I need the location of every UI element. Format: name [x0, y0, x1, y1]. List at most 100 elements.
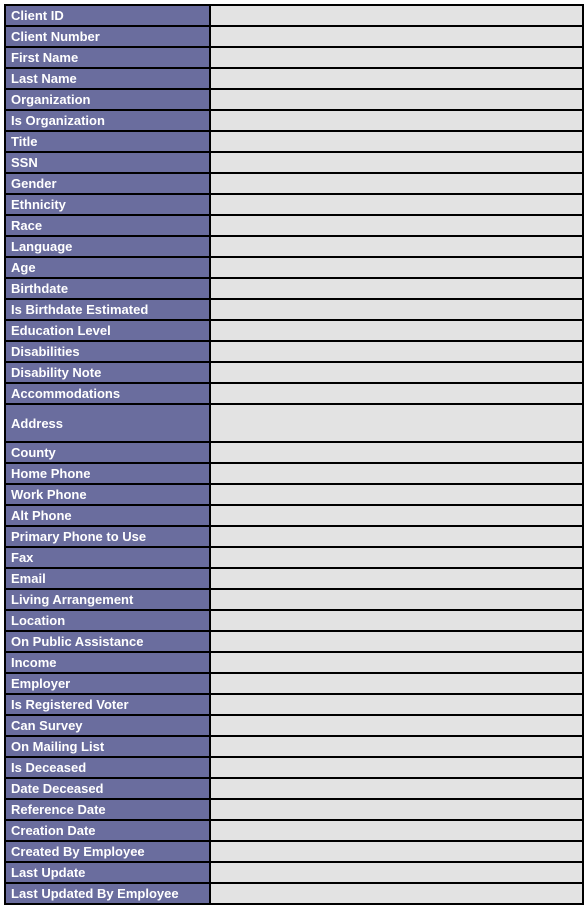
form-row-ssn: SSN	[5, 152, 583, 173]
form-row-creation_date: Creation Date	[5, 820, 583, 841]
value-is_registered_voter[interactable]	[210, 694, 583, 715]
value-client_number[interactable]	[210, 26, 583, 47]
value-alt_phone[interactable]	[210, 505, 583, 526]
label-creation_date: Creation Date	[5, 820, 210, 841]
label-ssn: SSN	[5, 152, 210, 173]
form-row-education_level: Education Level	[5, 320, 583, 341]
value-is_deceased[interactable]	[210, 757, 583, 778]
label-gender: Gender	[5, 173, 210, 194]
label-client_id: Client ID	[5, 5, 210, 26]
form-row-is_organization: Is Organization	[5, 110, 583, 131]
value-age[interactable]	[210, 257, 583, 278]
value-living_arrangement[interactable]	[210, 589, 583, 610]
form-row-email: Email	[5, 568, 583, 589]
label-last_update: Last Update	[5, 862, 210, 883]
value-last_updated_by_employee[interactable]	[210, 883, 583, 904]
form-row-ethnicity: Ethnicity	[5, 194, 583, 215]
value-last_name[interactable]	[210, 68, 583, 89]
value-on_mailing_list[interactable]	[210, 736, 583, 757]
value-fax[interactable]	[210, 547, 583, 568]
form-row-living_arrangement: Living Arrangement	[5, 589, 583, 610]
value-last_update[interactable]	[210, 862, 583, 883]
label-county: County	[5, 442, 210, 463]
label-work_phone: Work Phone	[5, 484, 210, 505]
label-age: Age	[5, 257, 210, 278]
label-email: Email	[5, 568, 210, 589]
value-disability_note[interactable]	[210, 362, 583, 383]
value-home_phone[interactable]	[210, 463, 583, 484]
form-row-last_name: Last Name	[5, 68, 583, 89]
form-row-client_number: Client Number	[5, 26, 583, 47]
label-home_phone: Home Phone	[5, 463, 210, 484]
form-row-birthdate: Birthdate	[5, 278, 583, 299]
value-reference_date[interactable]	[210, 799, 583, 820]
label-location: Location	[5, 610, 210, 631]
label-created_by_employee: Created By Employee	[5, 841, 210, 862]
label-disability_note: Disability Note	[5, 362, 210, 383]
form-row-is_birthdate_estimated: Is Birthdate Estimated	[5, 299, 583, 320]
value-county[interactable]	[210, 442, 583, 463]
label-last_updated_by_employee: Last Updated By Employee	[5, 883, 210, 904]
form-row-race: Race	[5, 215, 583, 236]
value-race[interactable]	[210, 215, 583, 236]
value-gender[interactable]	[210, 173, 583, 194]
form-row-accommodations: Accommodations	[5, 383, 583, 404]
value-income[interactable]	[210, 652, 583, 673]
value-first_name[interactable]	[210, 47, 583, 68]
value-is_organization[interactable]	[210, 110, 583, 131]
value-email[interactable]	[210, 568, 583, 589]
value-address[interactable]	[210, 404, 583, 442]
value-can_survey[interactable]	[210, 715, 583, 736]
value-created_by_employee[interactable]	[210, 841, 583, 862]
value-accommodations[interactable]	[210, 383, 583, 404]
form-row-language: Language	[5, 236, 583, 257]
value-creation_date[interactable]	[210, 820, 583, 841]
value-date_deceased[interactable]	[210, 778, 583, 799]
value-location[interactable]	[210, 610, 583, 631]
label-language: Language	[5, 236, 210, 257]
value-disabilities[interactable]	[210, 341, 583, 362]
value-organization[interactable]	[210, 89, 583, 110]
value-ssn[interactable]	[210, 152, 583, 173]
label-accommodations: Accommodations	[5, 383, 210, 404]
form-row-reference_date: Reference Date	[5, 799, 583, 820]
value-client_id[interactable]	[210, 5, 583, 26]
label-disabilities: Disabilities	[5, 341, 210, 362]
form-row-organization: Organization	[5, 89, 583, 110]
label-on_public_assistance: On Public Assistance	[5, 631, 210, 652]
value-on_public_assistance[interactable]	[210, 631, 583, 652]
value-title[interactable]	[210, 131, 583, 152]
form-row-created_by_employee: Created By Employee	[5, 841, 583, 862]
label-primary_phone_to_use: Primary Phone to Use	[5, 526, 210, 547]
label-living_arrangement: Living Arrangement	[5, 589, 210, 610]
value-primary_phone_to_use[interactable]	[210, 526, 583, 547]
value-is_birthdate_estimated[interactable]	[210, 299, 583, 320]
label-on_mailing_list: On Mailing List	[5, 736, 210, 757]
label-reference_date: Reference Date	[5, 799, 210, 820]
label-alt_phone: Alt Phone	[5, 505, 210, 526]
form-row-first_name: First Name	[5, 47, 583, 68]
form-row-is_registered_voter: Is Registered Voter	[5, 694, 583, 715]
label-ethnicity: Ethnicity	[5, 194, 210, 215]
form-row-employer: Employer	[5, 673, 583, 694]
label-is_registered_voter: Is Registered Voter	[5, 694, 210, 715]
value-ethnicity[interactable]	[210, 194, 583, 215]
label-is_organization: Is Organization	[5, 110, 210, 131]
form-row-on_mailing_list: On Mailing List	[5, 736, 583, 757]
form-row-last_update: Last Update	[5, 862, 583, 883]
label-address: Address	[5, 404, 210, 442]
value-education_level[interactable]	[210, 320, 583, 341]
value-language[interactable]	[210, 236, 583, 257]
form-row-can_survey: Can Survey	[5, 715, 583, 736]
value-birthdate[interactable]	[210, 278, 583, 299]
label-date_deceased: Date Deceased	[5, 778, 210, 799]
value-employer[interactable]	[210, 673, 583, 694]
value-work_phone[interactable]	[210, 484, 583, 505]
form-row-primary_phone_to_use: Primary Phone to Use	[5, 526, 583, 547]
form-row-disabilities: Disabilities	[5, 341, 583, 362]
form-row-alt_phone: Alt Phone	[5, 505, 583, 526]
form-row-is_deceased: Is Deceased	[5, 757, 583, 778]
form-row-age: Age	[5, 257, 583, 278]
label-race: Race	[5, 215, 210, 236]
form-row-on_public_assistance: On Public Assistance	[5, 631, 583, 652]
